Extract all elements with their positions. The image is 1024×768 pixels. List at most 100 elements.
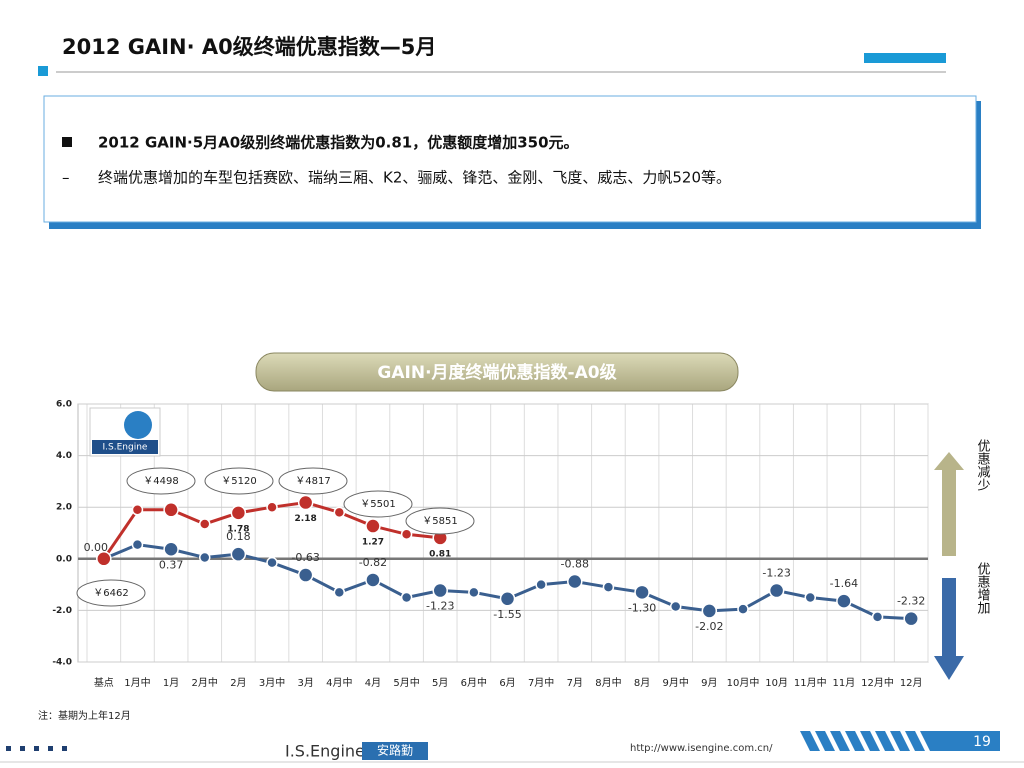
data-point (468, 586, 480, 599)
header-square (38, 66, 48, 76)
summary-box (43, 95, 977, 223)
callout (76, 579, 146, 607)
footer-dots (6, 746, 67, 751)
x-tick-label: 5月中 (393, 676, 419, 689)
arrow-label: 优惠增加 (975, 562, 991, 615)
data-label: -0.63 (291, 551, 319, 564)
bullet-text: 终端优惠增加的车型包括赛欧、瑞纳三厢、K2、骊威、锋范、金刚、飞度、威志、力帆5… (98, 169, 731, 187)
data-point (131, 538, 144, 551)
x-tick-label: 9月中 (663, 676, 689, 689)
data-point (602, 581, 615, 593)
x-tick-label: 11月中 (794, 676, 827, 689)
dash: – (62, 169, 70, 187)
callout (126, 467, 196, 495)
x-tick-label: 8月 (634, 677, 650, 689)
data-label: -1.64 (830, 577, 858, 590)
footer-brand: I.S.Engine (285, 742, 365, 761)
data-label: -0.82 (359, 556, 387, 569)
x-tick-label: 1月 (163, 677, 179, 689)
y-tick-label: 4.0 (56, 451, 72, 461)
data-point (230, 546, 247, 562)
data-point (333, 586, 346, 599)
footer-url: http://www.isengine.com.cn/ (630, 743, 773, 754)
x-tick-label: 6月中 (461, 676, 487, 689)
data-point (365, 518, 381, 534)
y-tick-label: -4.0 (52, 658, 72, 668)
footer-brand-box (362, 742, 428, 760)
callout-text: ￥5120 (221, 476, 256, 487)
data-point (567, 573, 583, 590)
callout-text: ￥4498 (143, 476, 178, 487)
data-label: -2.02 (695, 620, 723, 633)
callout (343, 490, 413, 518)
bullet-text: 2012 GAIN·5月A0级别终端优惠指数为0.81，优惠额度增加350元。 (98, 134, 579, 152)
x-tick-label: 2月 (230, 677, 246, 689)
x-tick-label: 10月中 (727, 676, 760, 689)
note: 注：基期为上年12月 (38, 709, 131, 722)
data-point (768, 582, 785, 599)
callout (278, 467, 348, 495)
callout-text: ￥6462 (93, 588, 128, 599)
data-point (266, 556, 278, 569)
data-label: -0.88 (561, 558, 589, 571)
x-tick-label: 6月 (499, 677, 515, 689)
x-tick-label: 7月 (567, 677, 583, 689)
header-bar (864, 53, 946, 63)
x-tick-label: 4月 (365, 677, 381, 689)
data-point (131, 504, 144, 516)
x-tick-label: 3月中 (259, 676, 285, 689)
data-point (230, 505, 247, 521)
data-point (198, 518, 211, 530)
data-point (400, 528, 413, 541)
data-point (163, 541, 179, 558)
y-tick-label: 6.0 (56, 400, 72, 410)
x-tick-label: 4月中 (326, 676, 352, 689)
callout-text: ￥5501 (360, 499, 395, 510)
data-point (499, 591, 516, 607)
data-label: -1.30 (628, 601, 656, 614)
data-label: 0.18 (226, 530, 251, 543)
callout-text: ￥4817 (295, 476, 330, 487)
page-number: 19 (973, 734, 991, 750)
data-point (266, 501, 278, 513)
y-tick-label: 0.0 (56, 554, 72, 564)
data-label: 1.27 (362, 538, 384, 548)
x-tick-label: 基点 (94, 676, 114, 689)
data-point (297, 494, 314, 511)
x-tick-label: 9月 (701, 677, 717, 689)
data-label: -2.32 (897, 595, 925, 608)
x-tick-label: 10月 (765, 677, 788, 689)
data-point (836, 593, 852, 609)
bullet-square (62, 137, 72, 147)
footer-stripes (800, 731, 1000, 751)
data-label: -1.55 (493, 608, 521, 621)
callout-text: ￥5851 (422, 516, 457, 527)
data-label: -1.23 (762, 567, 790, 580)
callout (204, 467, 274, 495)
data-label: 0.37 (159, 558, 184, 571)
data-point (701, 603, 718, 619)
chart-title-pill (255, 352, 739, 392)
data-point (737, 603, 749, 615)
x-tick-label: 3月 (297, 677, 313, 689)
x-tick-label: 5月 (432, 677, 448, 689)
data-label: 0.00 (84, 541, 109, 554)
x-tick-label: 12月中 (861, 676, 894, 689)
data-point (163, 502, 179, 518)
data-point (297, 567, 314, 583)
data-point (400, 591, 413, 604)
data-point (333, 506, 346, 519)
logo-band (92, 440, 158, 454)
y-tick-label: 2.0 (56, 503, 72, 513)
data-label: 2.18 (295, 514, 317, 524)
data-point (432, 582, 448, 599)
data-label: 0.81 (429, 549, 451, 559)
arrow-label: 优惠减少 (975, 439, 991, 491)
data-point (365, 572, 381, 588)
x-tick-label: 8月中 (595, 676, 621, 689)
slide-title: 2012 GAIN· A0级终端优惠指数—5月 (62, 35, 436, 59)
data-point (903, 610, 919, 627)
x-tick-label: 11月 (833, 677, 856, 689)
logo-text: I.S.Engine (103, 443, 148, 453)
